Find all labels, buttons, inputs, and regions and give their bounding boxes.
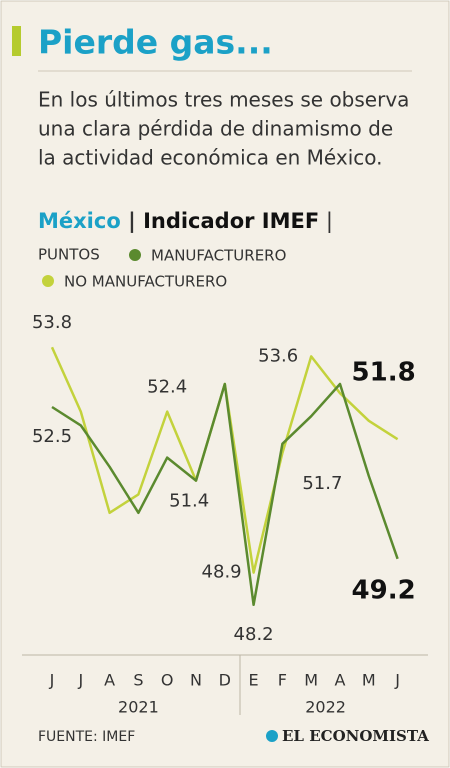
data-label: 53.8	[32, 312, 72, 333]
data-label: 52.5	[32, 426, 72, 447]
x-tick-label: O	[161, 671, 174, 690]
x-tick-label: M	[304, 671, 318, 690]
x-tick-label: J	[394, 671, 400, 690]
line-series	[51, 382, 399, 607]
x-tick-label: F	[278, 671, 287, 690]
data-label: 51.8	[352, 358, 416, 388]
heading-country: México	[38, 209, 121, 233]
legend-marker	[129, 249, 141, 261]
subtitle: una clara pérdida de dinamismo de	[38, 117, 393, 141]
x-tick-label: N	[190, 671, 202, 690]
x-tick-label: J	[49, 671, 55, 690]
source: FUENTE: IMEF	[38, 729, 135, 745]
separator: |	[121, 209, 143, 234]
data-label: 51.4	[169, 491, 209, 512]
accent-bar	[12, 26, 21, 56]
heading-indicator: Indicador IMEF	[143, 209, 319, 233]
year-label: 2022	[305, 698, 346, 717]
year-label: 2021	[118, 698, 159, 717]
title: Pierde gas...	[38, 23, 273, 62]
data-label: 51.7	[302, 473, 342, 494]
brand-logo	[266, 730, 278, 742]
x-tick-label: A	[104, 671, 115, 690]
x-tick-label: J	[77, 671, 83, 690]
brand: EL ECONOMISTA	[282, 727, 429, 745]
x-tick-label: S	[133, 671, 143, 690]
legend-label: MANUFACTURERO	[151, 247, 286, 265]
x-tick-label: M	[362, 671, 376, 690]
x-tick-label: D	[219, 671, 231, 690]
legend-label: NO MANUFACTURERO	[64, 273, 227, 291]
x-tick-label: E	[249, 671, 259, 690]
data-label: 48.2	[234, 624, 274, 645]
data-label: 53.6	[258, 345, 298, 366]
data-label: 52.4	[147, 377, 187, 398]
subtitle: En los últimos tres meses se observa	[38, 88, 409, 112]
units: PUNTOS	[38, 246, 100, 264]
subtitle: la actividad económica en México.	[38, 146, 383, 170]
data-label: 49.2	[352, 575, 416, 605]
x-tick-label: A	[335, 671, 346, 690]
legend-marker	[42, 275, 54, 287]
data-label: 48.9	[202, 562, 242, 583]
separator: |	[319, 209, 333, 234]
heading: México | Indicador IMEF |	[38, 209, 333, 234]
